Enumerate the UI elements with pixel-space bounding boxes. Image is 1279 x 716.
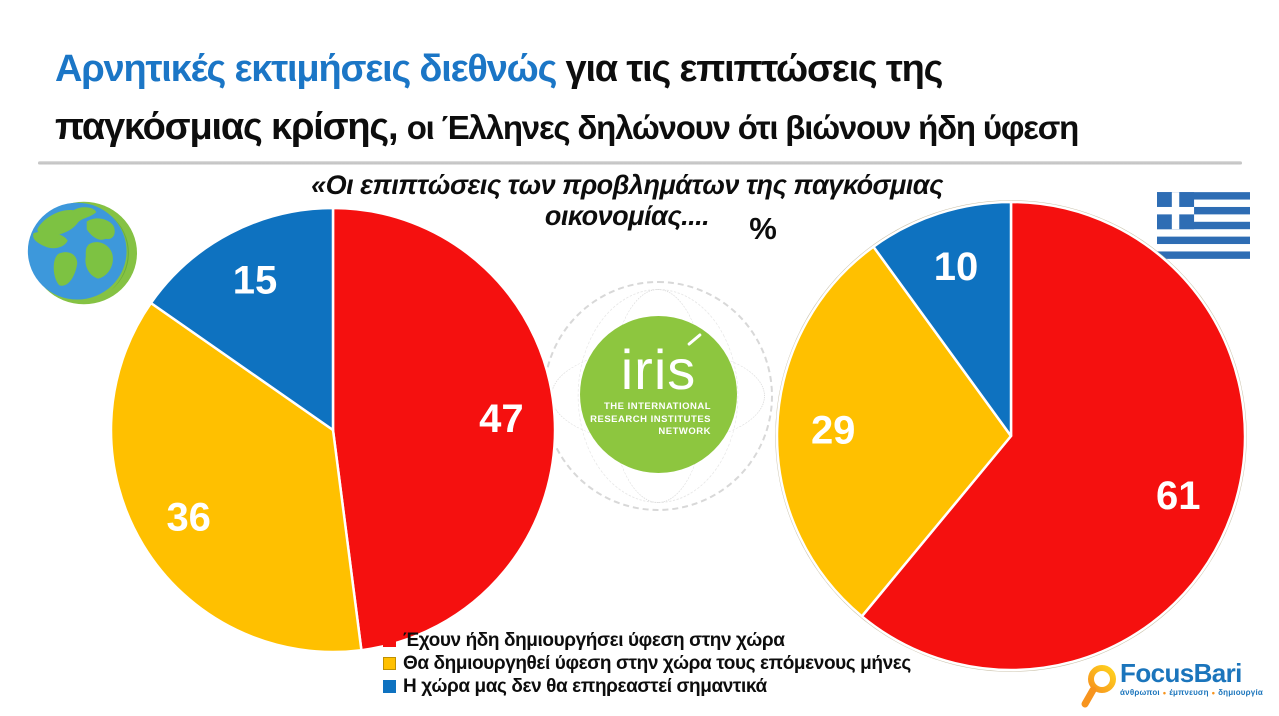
survey-question: «Οι επιπτώσεις των προβλημάτων της παγκό…: [311, 170, 943, 231]
pie-value-label: 61: [1156, 474, 1201, 518]
pie-value-label: 15: [233, 258, 278, 302]
focusbari-tagline: άνθρωποι • έμπνευση • δημιουργία: [1120, 688, 1263, 697]
greek-flag-icon: [1157, 192, 1250, 259]
magnifier-icon: [1081, 665, 1117, 708]
tagline-bullet: •: [1162, 687, 1167, 698]
iris-logo-circle: iris THE INTERNATIONAL RESEARCH INSTITUT…: [580, 316, 737, 473]
title-divider: [38, 161, 1242, 165]
legend-swatch: [383, 634, 396, 647]
title-line2-large: παγκόσμιας κρίσης,: [55, 106, 407, 148]
pie-slice: [860, 200, 1247, 672]
legend-swatch: [383, 680, 396, 693]
legend-row: Θα δημιουργηθεί ύφεση στην χώρα τους επό…: [383, 652, 911, 675]
title-line2-small: οι Έλληνες δηλώνουν ότι βιώνουν ήδη ύφεσ…: [406, 109, 1080, 146]
tagline-word: άνθρωποι: [1120, 688, 1160, 697]
percent-unit-label: %: [749, 211, 777, 246]
iris-line: NETWORK: [658, 426, 711, 437]
tagline-word: δημιουργία: [1218, 688, 1263, 697]
pie-value-label: 36: [166, 496, 211, 540]
pie-value-label: 10: [934, 245, 979, 289]
iris-line: THE INTERNATIONAL: [603, 401, 711, 412]
pie-chart-greece: 61 29 10: [775, 200, 1247, 672]
legend-swatch: [383, 657, 396, 670]
globe-icon: [27, 201, 137, 305]
pie-value-label: 29: [811, 408, 856, 452]
title-highlight: Αρνητικές εκτιμήσεις διεθνώς: [55, 48, 557, 90]
pie-value-label: 47: [479, 397, 524, 441]
title-line-2: παγκόσμιας κρίσης, οι Έλληνες δηλώνουν ό…: [55, 102, 1265, 160]
chart-legend: Έχουν ήδη δημιουργήσει ύφεση στην χώρα Θ…: [383, 629, 911, 698]
pie-slice: [872, 200, 1013, 438]
legend-row: Η χώρα μας δεν θα επηρεαστεί σημαντικά: [383, 675, 911, 698]
tagline-word: έμπνευση: [1169, 688, 1209, 697]
title-line-1: Αρνητικές εκτιμήσεις διεθνώς για τις επι…: [55, 44, 1265, 102]
pie-slice: [109, 301, 363, 654]
focusbari-logo: FocusBari άνθρωποι • έμπνευση • δημιουργ…: [1078, 659, 1263, 713]
title-line1-rest: για τις επιπτώσεις της: [556, 48, 944, 90]
pie-slice: [775, 245, 1013, 618]
iris-logo-text: iris: [620, 338, 697, 401]
tagline-bullet: •: [1211, 687, 1216, 698]
legend-label: Θα δημιουργηθεί ύφεση στην χώρα τους επό…: [403, 652, 911, 674]
legend-row: Έχουν ήδη δημιουργήσει ύφεση στην χώρα: [383, 629, 911, 652]
iris-logo-wordmark: iris: [580, 332, 737, 398]
pie-chart-international: 47 36 15: [109, 206, 557, 654]
legend-label: Η χώρα μας δεν θα επηρεαστεί σημαντικά: [403, 675, 767, 697]
legend-label: Έχουν ήδη δημιουργήσει ύφεση στην χώρα: [403, 629, 785, 651]
focusbari-brand: FocusBari: [1120, 658, 1242, 688]
pie-slice: [331, 206, 557, 652]
iris-line: RESEARCH INSTITUTES: [590, 413, 711, 425]
iris-logo-network-lines: THE INTERNATIONAL RESEARCH INSTITUTES NE…: [580, 401, 737, 439]
page-title: Αρνητικές εκτιμήσεις διεθνώς για τις επι…: [55, 44, 1265, 160]
pie-slice: [149, 206, 335, 432]
